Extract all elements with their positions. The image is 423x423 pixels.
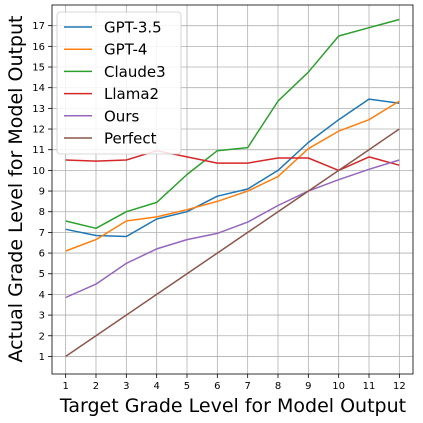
x-tick-label: 1	[62, 381, 68, 392]
y-tick-label: 8	[39, 207, 45, 218]
x-tick-label: 2	[93, 381, 99, 392]
x-tick-label: 5	[184, 381, 190, 392]
x-tick-label: 10	[332, 381, 345, 392]
y-axis-title: Actual Grade Level for Model Output	[5, 16, 27, 363]
y-tick-label: 16	[32, 42, 45, 53]
x-tick-label: 8	[275, 381, 281, 392]
legend-label: GPT-4	[104, 41, 147, 59]
legend-label: Claude3	[104, 63, 166, 81]
legend-label: GPT-3.5	[104, 19, 162, 37]
series-line-claude3	[65, 18, 400, 230]
x-tick-label: 12	[393, 381, 406, 392]
y-tick-label: 6	[39, 249, 45, 260]
x-tick-label: 6	[214, 381, 220, 392]
y-tick-label: 10	[32, 166, 45, 177]
y-tick-label: 7	[39, 228, 45, 239]
y-tick-label: 5	[39, 269, 45, 280]
series-lines	[65, 18, 400, 358]
y-tick-label: 15	[32, 63, 45, 74]
series-line-llama2	[65, 149, 400, 172]
x-tick-label: 11	[363, 381, 376, 392]
legend-label: Llama2	[104, 85, 159, 103]
x-tick-label: 9	[305, 381, 311, 392]
legend-label: Ours	[104, 107, 139, 125]
legend: GPT-3.5 GPT-4 Claude3 Llama2 Ours Perfect	[56, 11, 182, 155]
x-tick-label: 7	[244, 381, 250, 392]
x-axis-title: Target Grade Level for Model Output	[59, 395, 406, 417]
y-tick-label: 11	[32, 145, 45, 156]
y-tick-label: 13	[32, 104, 45, 115]
legend-label: Perfect	[104, 130, 157, 148]
series-line-ours	[65, 159, 400, 299]
series-line-gpt-3-5	[65, 98, 400, 238]
series-line-gpt-4	[65, 100, 400, 252]
y-tick-label: 4	[39, 290, 45, 301]
y-tick-label: 14	[32, 83, 45, 94]
legend-box	[56, 11, 182, 155]
y-tick-label: 17	[32, 21, 45, 32]
series-line-perfect	[65, 128, 400, 358]
x-tick-label: 4	[153, 381, 159, 392]
x-tick-label: 3	[123, 381, 129, 392]
y-tick-label: 1	[39, 352, 45, 363]
y-tick-label: 3	[39, 311, 45, 322]
y-tick-label: 9	[39, 187, 45, 198]
plot-frame	[51, 4, 414, 375]
y-tick-label: 12	[32, 125, 45, 136]
y-tick-label: 2	[39, 331, 45, 342]
